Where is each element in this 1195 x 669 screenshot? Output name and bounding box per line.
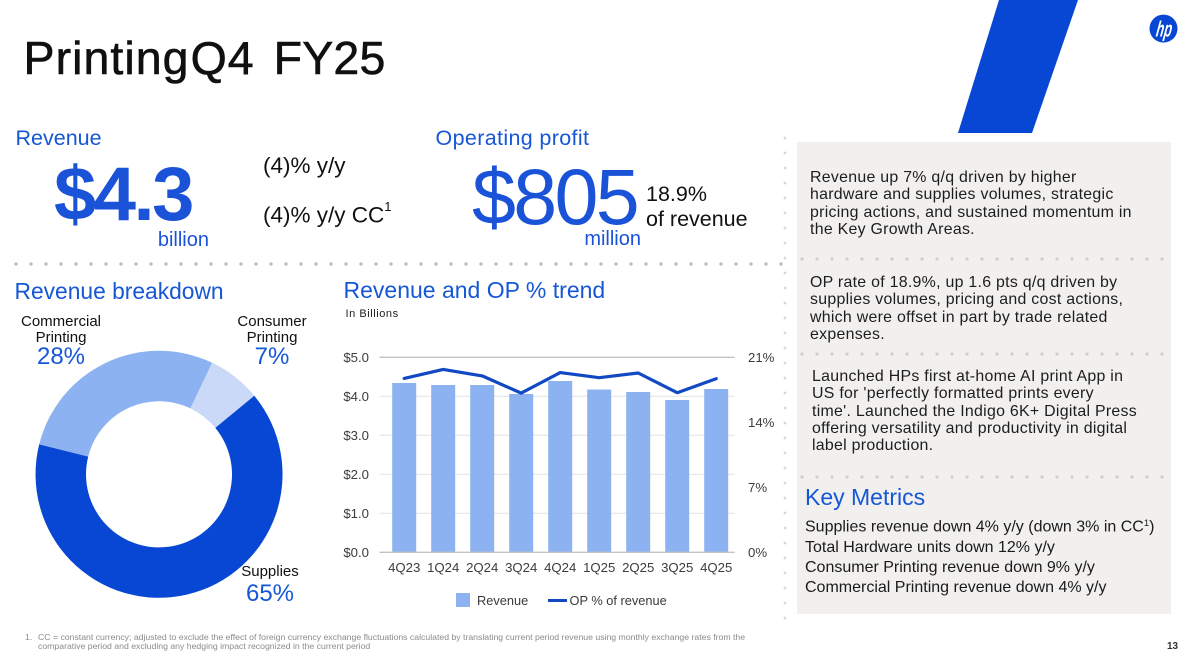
svg-text:14%: 14% — [748, 415, 775, 430]
svg-text:1Q25: 1Q25 — [583, 560, 615, 575]
svg-text:3Q25: 3Q25 — [661, 560, 693, 575]
svg-text:$4.0: $4.0 — [343, 389, 369, 404]
svg-text:$5.0: $5.0 — [343, 350, 369, 365]
svg-text:$3.0: $3.0 — [343, 428, 369, 443]
svg-text:1Q24: 1Q24 — [427, 560, 459, 575]
svg-text:$2.0: $2.0 — [343, 467, 369, 482]
svg-text:4Q24: 4Q24 — [544, 560, 576, 575]
svg-text:0%: 0% — [748, 545, 767, 560]
svg-text:2Q25: 2Q25 — [622, 560, 654, 575]
svg-text:$0.0: $0.0 — [343, 545, 369, 560]
svg-text:4Q25: 4Q25 — [700, 560, 732, 575]
svg-text:3Q24: 3Q24 — [505, 560, 537, 575]
svg-text:21%: 21% — [748, 350, 775, 365]
svg-text:4Q23: 4Q23 — [388, 560, 420, 575]
svg-text:7%: 7% — [748, 480, 767, 495]
svg-text:$1.0: $1.0 — [343, 506, 369, 521]
svg-text:hp: hp — [1155, 17, 1174, 41]
svg-text:2Q24: 2Q24 — [466, 560, 498, 575]
